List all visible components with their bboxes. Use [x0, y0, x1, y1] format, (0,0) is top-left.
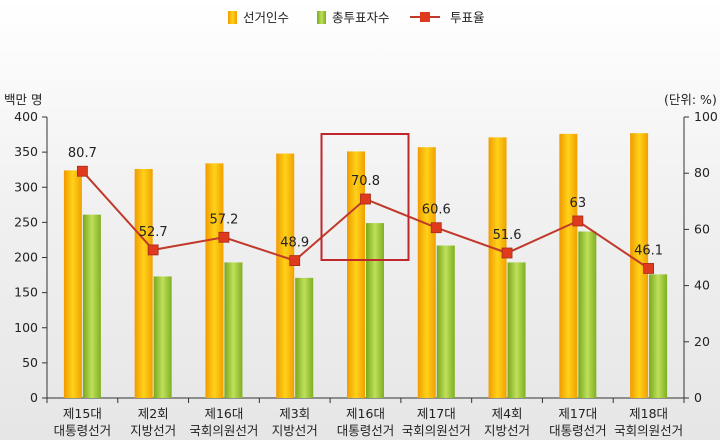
turnout-value-label: 80.7: [68, 146, 97, 161]
bar-electorate: [205, 163, 224, 398]
turnout-marker: [289, 255, 301, 266]
turnout-marker: [76, 165, 88, 177]
y-right-tick-label: 100: [694, 109, 718, 124]
bars: [63, 133, 668, 399]
bar-electorate: [417, 147, 436, 398]
y-left-tick-label: 250: [14, 214, 38, 229]
y-left-tick-label: 50: [22, 355, 38, 370]
category-label-line1: 제17대: [417, 406, 456, 421]
turnout-marker: [572, 215, 584, 227]
category-label-line2: 대통령선거: [549, 423, 607, 438]
category-label-line2: 국회의원선거: [614, 423, 683, 438]
turnout-value-label: 51.6: [493, 228, 522, 243]
legend-swatch-voters: [317, 11, 326, 24]
y-left-tick-label: 350: [14, 144, 38, 159]
category-label-line2: 대통령선거: [337, 423, 395, 438]
bar-voters: [366, 223, 384, 398]
bar-voters: [507, 262, 526, 398]
y-left-tick-label: 150: [14, 285, 38, 300]
category-label-line2: 국회의원선거: [402, 423, 471, 438]
category-label-line1: 제2회: [138, 406, 169, 421]
bar-voters: [578, 231, 597, 398]
category-label-line2: 지방선거: [130, 423, 176, 438]
category-label-line2: 지방선거: [484, 423, 530, 438]
bar-electorate: [630, 133, 649, 398]
legend-marker-turnout: [420, 12, 430, 22]
y-right-tick-label: 80: [694, 165, 710, 180]
highlight-layer: [320, 133, 410, 261]
y-right-tick-label: 0: [694, 390, 702, 405]
bar-voters: [224, 262, 243, 398]
turnout-marker: [430, 222, 442, 234]
turnout-marker: [360, 193, 371, 205]
category-label-line2: 대통령선거: [54, 423, 112, 438]
y-left-tick-label: 100: [14, 320, 38, 335]
bar-electorate: [488, 137, 507, 398]
legend-swatch-electorate: [228, 11, 237, 24]
turnout-value-label: 63: [570, 196, 587, 211]
data-labels: 80.7 52.7 57.2 48.9 70.8 60.6 51.6 63 46.1: [68, 146, 663, 258]
turnout-value-label: 52.7: [139, 225, 168, 240]
turnout-line-layer: [76, 165, 655, 274]
bar-electorate: [63, 170, 82, 398]
bar-voters: [295, 277, 314, 398]
bar-electorate: [347, 151, 365, 398]
bar-electorate: [276, 153, 295, 398]
category-label-line1: 제18대: [629, 406, 668, 421]
category-label-line2: 지방선거: [272, 423, 318, 438]
bar-voters: [436, 245, 455, 398]
turnout-value-label: 60.6: [422, 203, 451, 218]
bar-voters: [649, 274, 668, 398]
category-label-line1: 제4회: [492, 406, 523, 421]
y-left-tick-label: 200: [14, 250, 38, 265]
turnout-value-label: 57.2: [209, 212, 238, 227]
turnout-value-label: 48.9: [280, 236, 309, 251]
turnout-value-label: 46.1: [634, 243, 663, 258]
category-label-line1: 제3회: [279, 406, 310, 421]
y-axis-left-label: 백만 명: [4, 92, 42, 107]
turnout-value-label: 70.8: [351, 174, 380, 189]
category-label-line1: 제16대: [204, 406, 243, 421]
y-right-tick-label: 20: [694, 334, 710, 349]
bar-electorate: [559, 133, 578, 399]
bar-electorate: [134, 168, 153, 398]
bar-voters: [82, 214, 101, 398]
legend-label-electorate: 선거인수: [243, 10, 289, 25]
y-left-tick-label: 400: [14, 109, 38, 124]
turnout-marker: [218, 231, 230, 243]
bar-voters: [153, 276, 172, 398]
y-left-tick-label: 0: [30, 390, 38, 405]
turnout-marker: [147, 244, 159, 256]
category-label-line1: 제15대: [63, 406, 102, 421]
category-label-line1: 제16대: [346, 406, 385, 421]
y-right-tick-label: 60: [694, 221, 710, 236]
legend: 선거인수 총투표자수 투표율: [228, 10, 485, 25]
y-axis-right-label: (단위: %): [664, 92, 717, 107]
axes: 0 50 100 150 200 250 300 350 400 0 20 40 60 80 100: [14, 109, 718, 405]
legend-label-turnout: 투표율: [450, 10, 485, 25]
y-left-tick-label: 300: [14, 179, 38, 194]
turnout-marker: [643, 263, 655, 274]
category-label-line2: 국회의원선거: [189, 423, 258, 438]
category-label-line1: 제17대: [558, 406, 597, 421]
y-right-tick-label: 40: [694, 278, 710, 293]
legend-label-voters: 총투표자수: [332, 10, 390, 25]
highlight-box: [320, 133, 410, 261]
turnout-marker: [501, 247, 513, 259]
